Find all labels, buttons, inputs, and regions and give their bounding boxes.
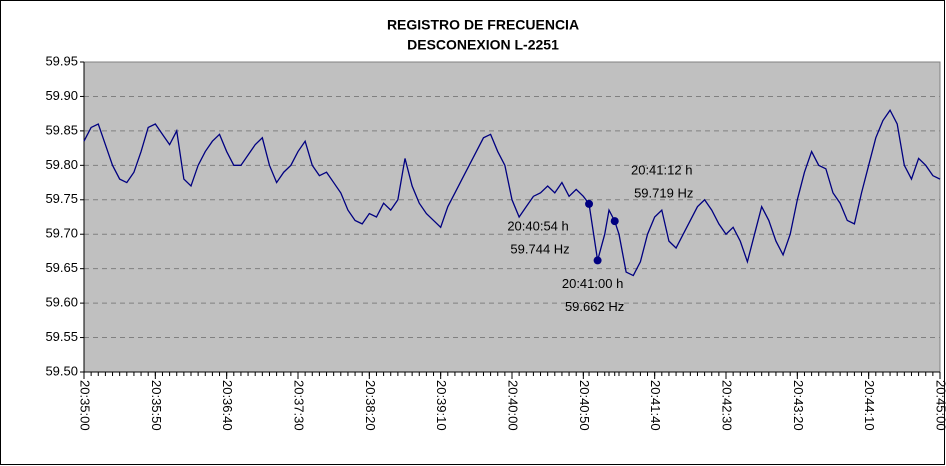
annotation-time: 20:41:12 h [631, 163, 692, 178]
x-tick-label: 20:39:10 [434, 380, 449, 431]
x-tick-label: 20:42:30 [720, 380, 735, 431]
y-tick-label: 59.65 [45, 260, 78, 275]
x-tick-label: 20:41:40 [648, 380, 663, 431]
annotation-value: 59.744 Hz [510, 241, 569, 256]
y-tick-label: 59.60 [45, 295, 78, 310]
x-tick-label: 20:40:00 [506, 380, 521, 431]
series-line [83, 108, 941, 277]
annotation-time: 20:41:00 h [562, 276, 623, 291]
x-tick-label: 20:36:40 [220, 380, 235, 431]
chart-title: REGISTRO DE FRECUENCIA [387, 17, 579, 33]
annotation-value: 59.662 Hz [565, 299, 624, 314]
x-tick-label: 20:37:30 [292, 380, 307, 431]
chart-subtitle: DESCONEXION L-2251 [407, 37, 559, 53]
plot-area [83, 61, 941, 373]
x-tick-label: 20:35:00 [78, 380, 93, 431]
annotation-marker [593, 256, 602, 265]
x-tick-label: 20:38:20 [363, 380, 378, 431]
annotation-time: 20:40:54 h [507, 218, 568, 233]
x-tick-label: 20:44:10 [862, 380, 877, 431]
x-tick-label: 20:43:20 [791, 380, 806, 431]
y-tick-label: 59.50 [45, 363, 78, 378]
y-tick-label: 59.95 [45, 53, 78, 68]
y-tick-label: 59.70 [45, 226, 78, 241]
x-tick-label: 20:40:50 [577, 380, 592, 431]
x-tick-label: 20:45:00 [934, 380, 946, 431]
y-tick-label: 59.80 [45, 157, 78, 172]
annotation-marker [610, 217, 619, 226]
y-tick-label: 59.75 [45, 191, 78, 206]
y-tick-label: 59.90 [45, 88, 78, 103]
annotation-value: 59.719 Hz [634, 186, 693, 201]
x-tick-label: 20:35:50 [149, 380, 164, 431]
annotation-marker [585, 199, 594, 208]
y-tick-label: 59.85 [45, 122, 78, 137]
y-tick-label: 59.55 [45, 329, 78, 344]
